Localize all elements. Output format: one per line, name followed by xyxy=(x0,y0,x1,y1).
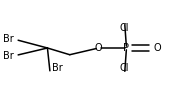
Text: Br: Br xyxy=(3,34,14,44)
Text: O: O xyxy=(153,43,161,53)
Text: Cl: Cl xyxy=(120,23,129,33)
Text: P: P xyxy=(124,43,129,53)
Text: Cl: Cl xyxy=(120,63,129,73)
Text: Br: Br xyxy=(3,51,14,61)
Text: Br: Br xyxy=(52,63,63,73)
Text: O: O xyxy=(95,43,102,53)
